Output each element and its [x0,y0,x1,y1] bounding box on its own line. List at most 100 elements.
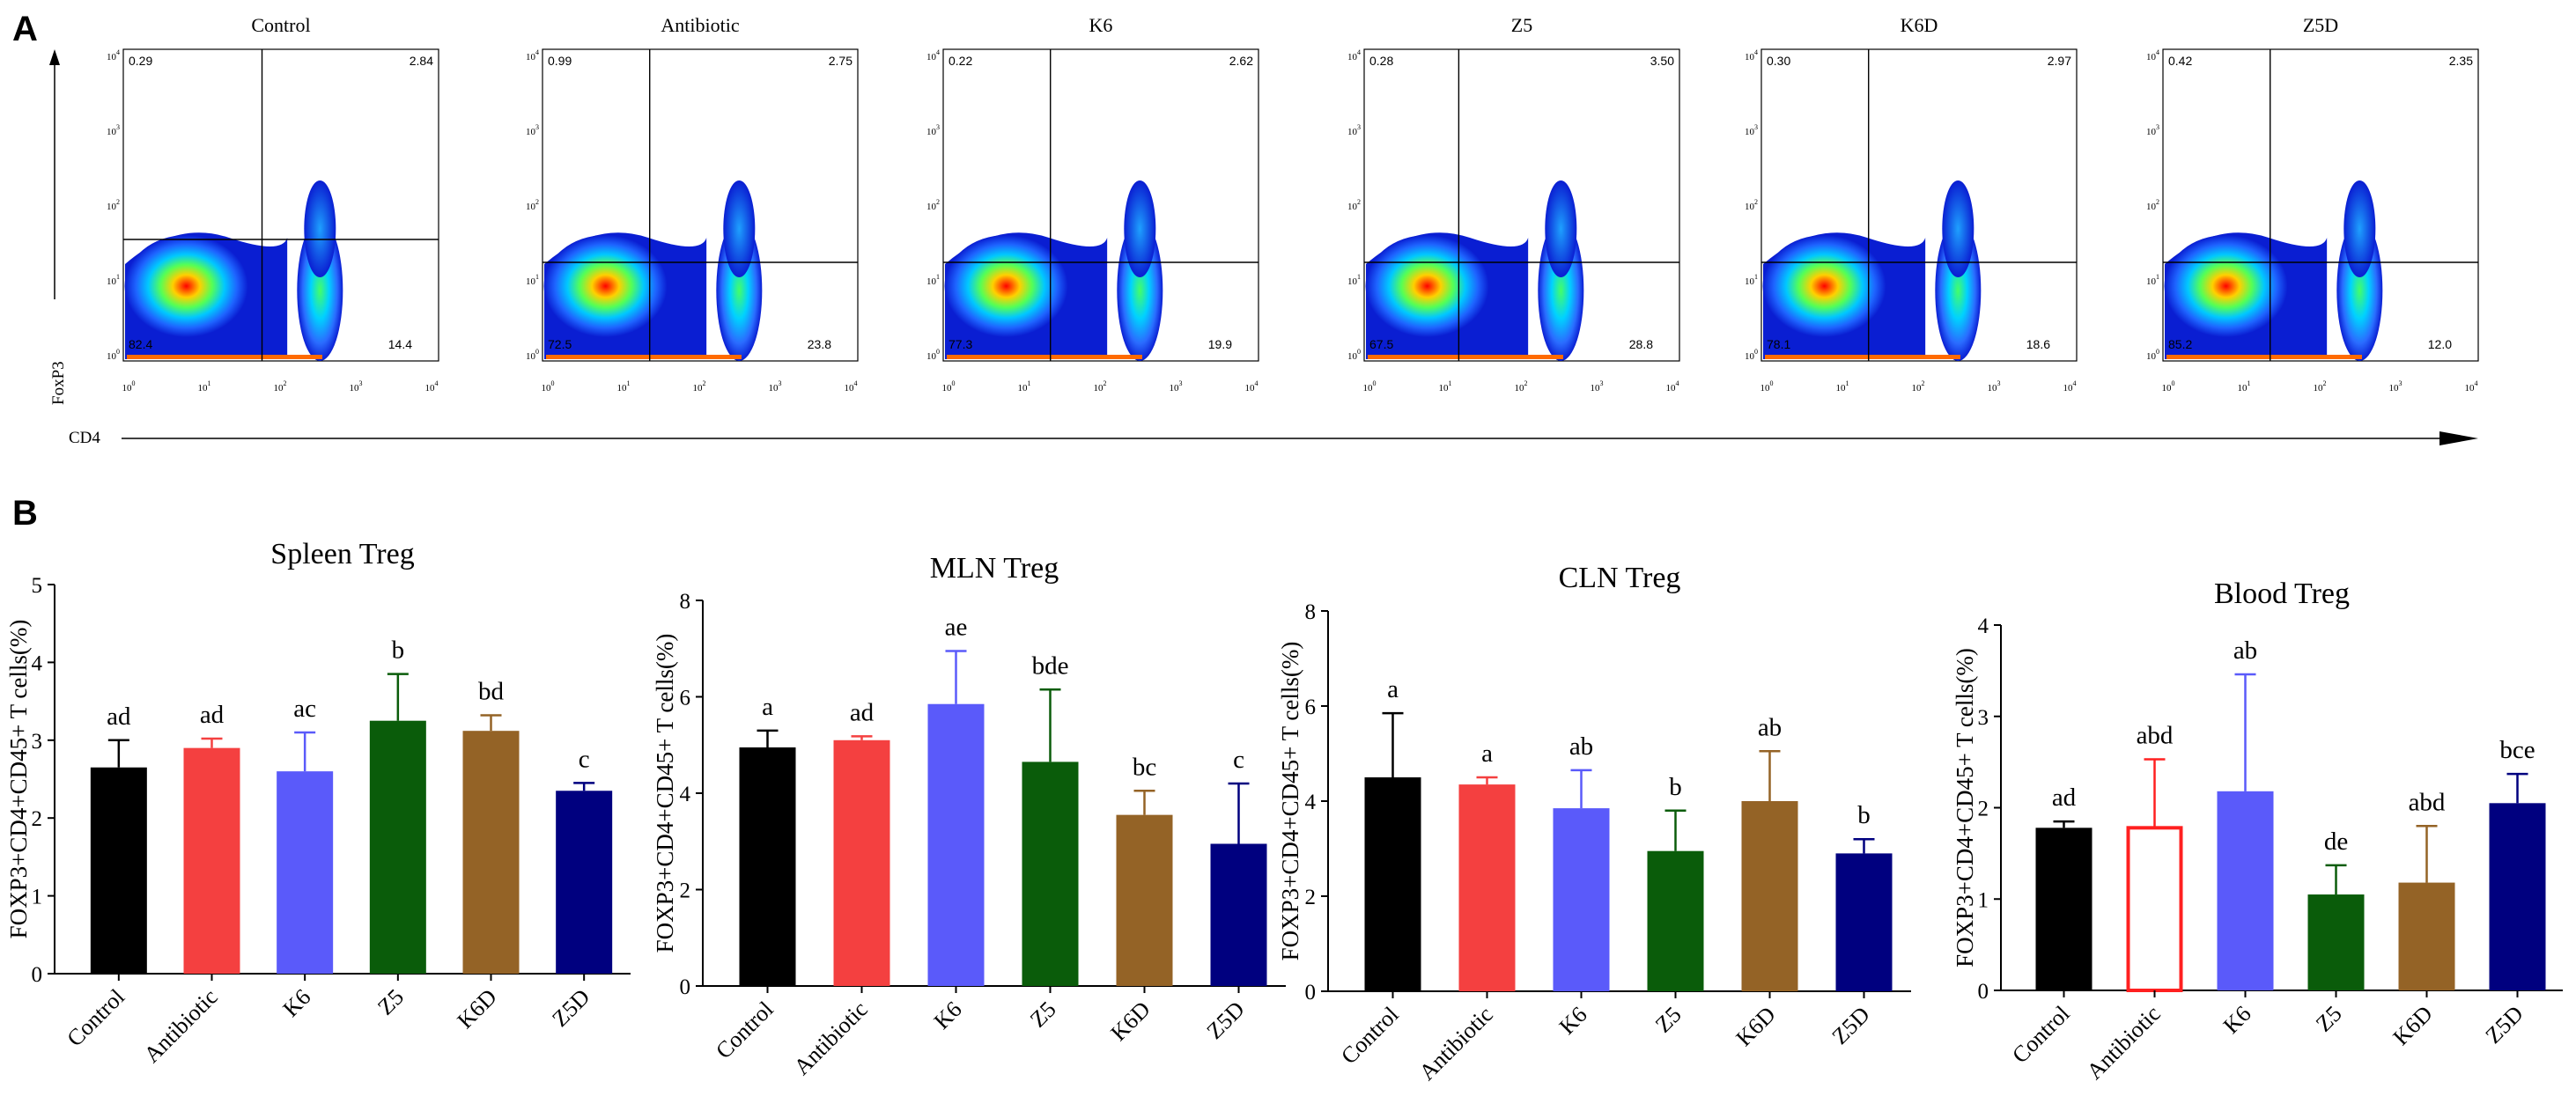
facs-density-treg [723,180,756,277]
chart-title: CLN Treg [1559,562,1681,594]
facs-y-tick: 103 [2146,123,2159,137]
facs-y-tick: 104 [107,48,120,63]
y-tick-label: 5 [32,574,43,598]
facs-plot-z5: Z5 0.28 3.50 67.5 28.8 100 100 101 101 102 102 103 1… [1347,14,1680,394]
facs-quadrant-ll: 77.3 [948,337,972,351]
bar [739,747,796,986]
bar [1647,850,1704,991]
bar [1835,853,1893,991]
category-label: K6 [929,997,967,1034]
facs-y-tick: 100 [526,348,539,362]
y-tick-label: 4 [1305,791,1317,814]
facs-density-cloud [2164,180,2383,361]
facs-y-tick: 104 [1347,48,1361,63]
panel-b-label: B [12,494,38,533]
significance-letter: b [1857,801,1871,829]
significance-letter: bde [1032,651,1069,680]
facs-quadrant-ur: 2.35 [2449,54,2473,68]
facs-x-tick: 102 [1912,379,1925,394]
facs-density-peak [1365,235,1489,337]
category-label: Antibiotic [1414,1002,1498,1085]
facs-x-tick: 102 [2314,379,2327,394]
facs-density-treg [1545,180,1577,277]
facs-density-treg [1124,180,1156,277]
bar [2126,826,2183,993]
significance-letter: a [1387,675,1399,703]
y-axis-arrow [49,49,60,299]
facs-quadrant-ul: 0.22 [948,54,972,68]
bar-chart-cln-treg: CLN Treg FOXP3+CD4+CD45+ T cells(%)0 2 4 6 8 C… [1277,562,1911,1085]
facs-x-tick: 102 [1094,379,1107,394]
y-tick-label: 2 [1978,798,1989,821]
y-tick-label: 0 [680,975,691,999]
facs-y-tick: 100 [1347,348,1361,362]
category-label: Z5 [1025,997,1061,1033]
significance-letter: de [2324,828,2348,856]
significance-letter: b [392,636,405,665]
significance-letter: ab [1569,732,1593,761]
significance-letter: bd [478,678,505,706]
facs-x-tick: 100 [542,379,555,394]
facs-y-tick: 101 [1347,273,1361,287]
facs-quadrant-lr: 28.8 [1629,337,1653,351]
facs-y-tick: 102 [1745,198,1758,212]
y-tick-label: 2 [1305,886,1317,909]
facs-y-tick: 101 [107,273,120,287]
facs-y-tick: 103 [526,123,539,137]
facs-x-tick: 104 [425,379,439,394]
facs-x-tick: 103 [2389,379,2403,394]
category-label: Control [1336,1002,1404,1070]
x-axis-arrow [122,431,2478,445]
bar [1022,762,1079,986]
facs-plot-antibiotic: Antibiotic 0.99 2.75 72.5 23.8 100 100 101 101 10… [526,14,859,394]
category-label: Z5 [2311,1001,2347,1037]
facs-y-tick: 101 [526,273,539,287]
y-tick-label: 0 [1978,980,1989,1004]
significance-letter: c [1233,746,1244,774]
facs-y-tick: 102 [926,198,940,212]
category-label: Z5 [1650,1002,1687,1038]
category-label: K6D [1105,997,1155,1046]
facs-density-axis-strip [1368,355,1563,359]
facs-density-peak [1762,235,1886,337]
facs-density-axis-strip [546,355,742,359]
facs-quadrant-ll: 72.5 [548,337,572,351]
facs-plot-title: Control [251,14,310,36]
bar [2489,803,2546,990]
facs-x-tick: 100 [1760,379,1774,394]
facs-x-tick: 100 [942,379,956,394]
y-tick-label: 0 [1305,981,1317,1004]
bar-chart-mln-treg: MLN Treg FOXP3+CD4+CD45+ T cells(%)0 2 4 6 8 C… [652,552,1286,1080]
facs-x-tick: 104 [2063,379,2077,394]
facs-quadrant-ul: 0.30 [1767,54,1790,68]
facs-density-peak [2164,235,2288,337]
y-tick-label: 2 [680,879,691,903]
facs-density-treg [1942,180,1974,277]
facs-y-tick: 100 [1745,348,1758,362]
facs-x-tick: 102 [693,379,706,394]
facs-density-cloud [944,180,1163,361]
facs-x-tick: 102 [274,379,287,394]
category-label: Control [711,997,779,1064]
y-tick-label: 0 [32,963,43,987]
panel-a-label: A [12,10,38,48]
facs-quadrant-lr: 23.8 [808,337,831,351]
facs-x-tick: 103 [350,379,363,394]
facs-quadrant-ur: 3.50 [1650,54,1674,68]
facs-x-tick: 100 [2162,379,2175,394]
bar [927,703,985,986]
bar [277,771,334,974]
facs-quadrant-ll: 82.4 [129,337,152,351]
category-label: Z5D [1827,1002,1875,1049]
facs-x-tick: 103 [1170,379,1183,394]
facs-density-axis-strip [2166,355,2362,359]
facs-quadrant-ll: 67.5 [1369,337,1393,351]
y-axis-label: FOXP3+CD4+CD45+ T cells(%) [1952,648,1978,968]
category-label: Antibiotic [789,997,873,1080]
category-label: K6 [1554,1002,1592,1040]
y-tick-label: 1 [1978,888,1989,912]
significance-letter: a [762,693,773,721]
facs-x-tick: 100 [122,379,136,394]
significance-letter: abd [2137,722,2174,750]
